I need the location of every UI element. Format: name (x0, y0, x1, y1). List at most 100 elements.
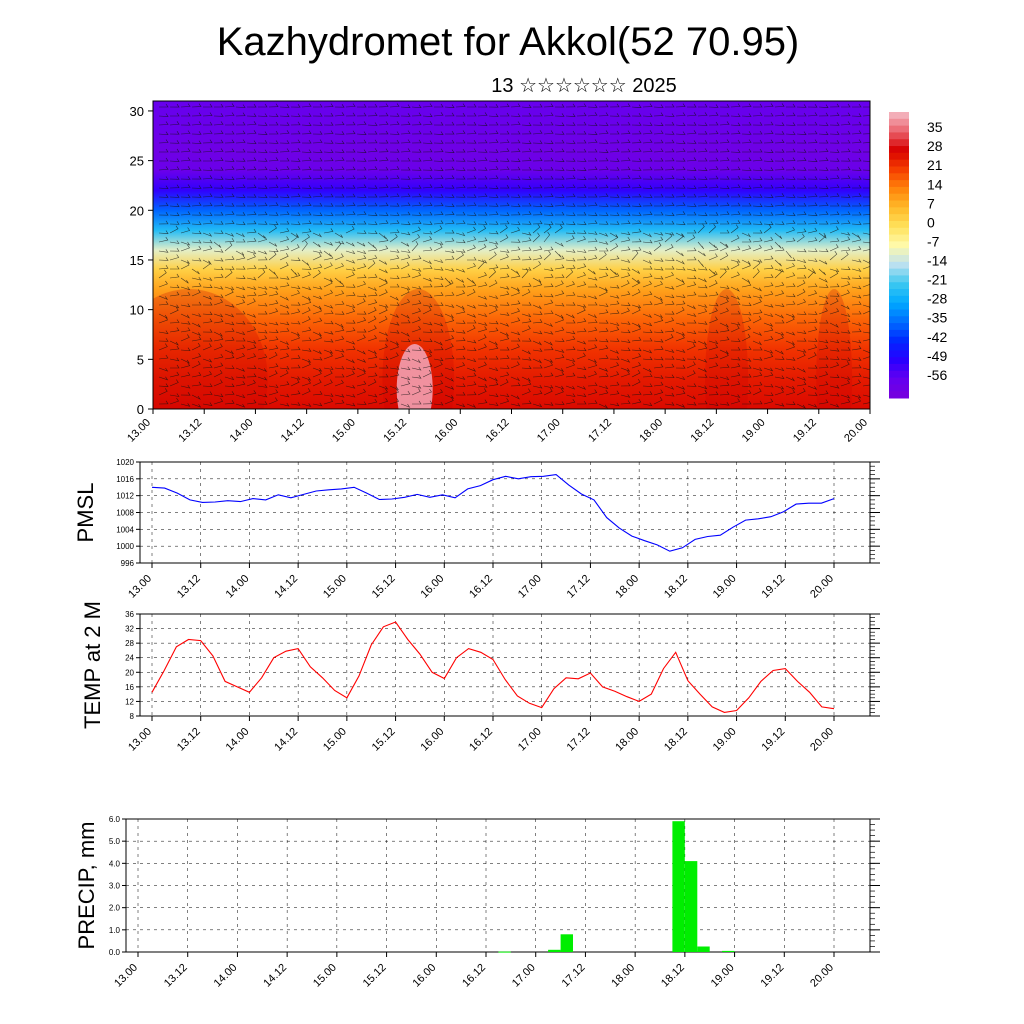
wind-barb (499, 273, 510, 279)
wind-barb (697, 184, 708, 189)
wind-barb (367, 286, 378, 292)
wind-barb (653, 258, 664, 262)
wind-barb (774, 202, 785, 207)
wind-barb (631, 139, 642, 144)
wind-barb (191, 289, 201, 297)
wind-barb (829, 193, 840, 198)
wind-barb (488, 307, 498, 315)
wind-barb (477, 326, 488, 333)
wind-barb (323, 349, 334, 354)
wind-barb (312, 263, 323, 270)
wind-barb (169, 221, 180, 225)
wind-barb (554, 184, 565, 189)
wind-barb (653, 157, 664, 162)
wind-barb (697, 358, 708, 363)
wind-barb (565, 122, 576, 126)
y-tick-label: 5 (137, 352, 144, 367)
wind-barb (587, 184, 598, 189)
wind-barb (159, 103, 169, 108)
wind-barb (455, 211, 466, 216)
wind-barb (565, 319, 576, 324)
wind-barb (312, 249, 323, 254)
wind-barb (807, 104, 818, 108)
wind-barb (367, 185, 378, 189)
wind-barb (323, 112, 334, 117)
wind-barb (411, 175, 422, 180)
wind-barb (807, 268, 815, 279)
wind-barb (180, 184, 191, 189)
wind-barb (631, 325, 641, 333)
wind-barb (378, 202, 389, 207)
wind-barb (510, 203, 521, 208)
wind-barb (257, 393, 268, 398)
wind-barb (609, 349, 620, 355)
colorbar-swatch (889, 391, 909, 399)
wind-barb (763, 212, 774, 216)
wind-barb (334, 240, 342, 252)
wind-barb (268, 286, 279, 290)
wind-barb (554, 349, 565, 353)
wind-barb (631, 353, 642, 360)
wind-barb (235, 184, 246, 189)
wind-barb (620, 184, 631, 189)
wind-barb (400, 202, 411, 207)
wind-barb (543, 231, 550, 243)
wind-barb (763, 392, 774, 396)
wind-barb (741, 277, 750, 283)
wind-barb (653, 236, 664, 243)
wind-barb (345, 130, 356, 135)
wind-barb (598, 193, 609, 198)
wind-barb (334, 393, 345, 398)
y-tick-label: 32 (125, 625, 134, 634)
wind-barb (741, 333, 751, 342)
wind-barb (620, 302, 631, 306)
wind-barb (543, 346, 554, 351)
precip-bar (697, 946, 710, 952)
wind-barb (180, 286, 191, 291)
wind-barb (290, 166, 301, 171)
wind-barb (433, 283, 444, 288)
wind-barb (411, 212, 422, 216)
wind-barb (741, 317, 752, 324)
wind-barb (389, 203, 400, 207)
wind-barb (246, 291, 257, 297)
wind-barb (158, 220, 169, 225)
wind-barb (840, 339, 851, 344)
wind-barb (533, 112, 543, 117)
wind-barb (642, 250, 653, 255)
wind-barb (213, 379, 223, 387)
wind-barb (642, 265, 653, 270)
wind-barb (620, 203, 631, 207)
wind-barb (323, 228, 334, 234)
wind-barb (752, 157, 763, 162)
wind-barb (379, 166, 389, 171)
wind-barb (840, 103, 851, 108)
wind-barb (587, 246, 598, 252)
warm-cell (705, 289, 749, 409)
wind-barb (422, 259, 433, 265)
wind-barb (829, 226, 839, 234)
wind-barb (532, 130, 543, 135)
wind-barb (818, 202, 829, 207)
wind-barb (598, 157, 609, 162)
wind-barb (510, 382, 521, 387)
wind-barb (587, 295, 598, 300)
wind-barb (444, 121, 455, 126)
wind-barb (642, 322, 653, 327)
wind-barb (246, 390, 257, 396)
wind-barb (532, 211, 543, 216)
wind-barb (290, 376, 301, 380)
wind-barb (664, 327, 675, 333)
wind-barb (554, 148, 565, 153)
wind-barb (488, 244, 498, 252)
wind-barb (851, 113, 862, 117)
wind-barb (246, 184, 257, 189)
wind-barb (213, 230, 224, 234)
wind-barb (158, 376, 169, 381)
wind-barb (400, 241, 410, 247)
colorbar-swatch (889, 125, 909, 133)
wind-barb (191, 257, 202, 262)
wind-barb (807, 220, 818, 225)
wind-barb (818, 319, 829, 324)
wind-barb (389, 233, 398, 243)
